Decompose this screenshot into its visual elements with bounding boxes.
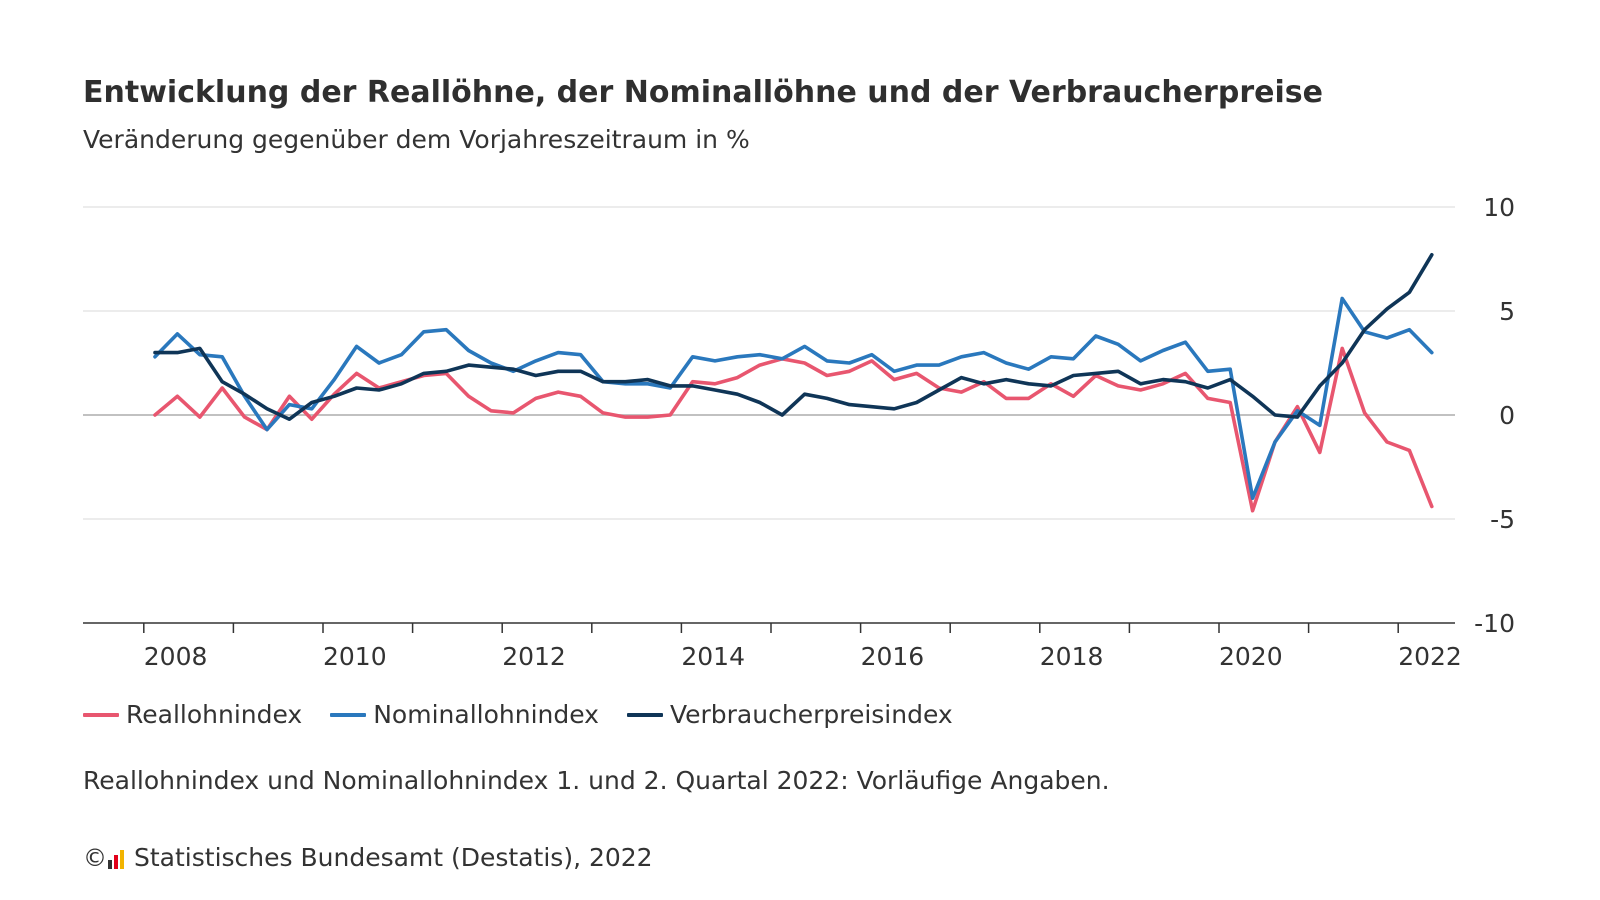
y-tick-label: 0 <box>1499 401 1515 430</box>
x-axis: 2008 2010 2012 2014 2016 2018 2020 2022 <box>83 622 1462 671</box>
x-tick-label: 2022 <box>1398 642 1462 671</box>
legend-label: Nominallohnindex <box>373 700 599 729</box>
series-line-reallohnindex <box>153 346 1434 513</box>
legend-item-verbraucherpreisindex[interactable]: Verbraucherpreisindex <box>626 700 953 729</box>
legend-swatch-reallohnindex <box>83 712 119 717</box>
gridlines <box>83 206 1455 520</box>
y-tick-label: 5 <box>1499 297 1515 326</box>
x-tick-label: 2018 <box>1040 642 1104 671</box>
source-line: © Statistisches Bundesamt (Destatis), 20… <box>83 843 653 872</box>
footnote: Reallohnindex und Nominallohnindex 1. un… <box>83 766 1110 795</box>
chart-subtitle: Veränderung gegenüber dem Vorjahreszeitr… <box>83 125 750 154</box>
series-lines <box>153 253 1434 513</box>
y-tick-label: -5 <box>1490 505 1515 534</box>
series-line-verbraucherpreisindex <box>153 253 1434 422</box>
legend-item-nominallohnindex[interactable]: Nominallohnindex <box>330 700 599 729</box>
x-tick-label: 2010 <box>323 642 387 671</box>
y-tick-label: 10 <box>1483 193 1515 222</box>
legend-swatch-nominallohnindex <box>330 712 367 717</box>
y-axis-labels: 10 5 0 -5 -10 <box>1474 193 1515 638</box>
legend-item-reallohnindex[interactable]: Reallohnindex <box>83 700 302 729</box>
source-text: Statistisches Bundesamt (Destatis), 2022 <box>134 843 653 872</box>
legend-swatch-verbraucherpreisindex <box>626 712 663 717</box>
chart-title: Entwicklung der Reallöhne, der Nominallö… <box>83 75 1323 110</box>
legend: Reallohnindex Nominallohnindex Verbrauch… <box>83 700 981 729</box>
x-tick-label: 2016 <box>861 642 925 671</box>
legend-label: Verbraucherpreisindex <box>669 700 953 729</box>
x-tick-label: 2020 <box>1219 642 1283 671</box>
x-tick-label: 2012 <box>502 642 566 671</box>
copyright-icon: © <box>83 843 107 872</box>
series-line-nominallohnindex <box>153 296 1434 501</box>
legend-label: Reallohnindex <box>126 700 303 729</box>
destatis-logo-icon <box>108 847 126 869</box>
x-tick-label: 2008 <box>144 642 208 671</box>
y-tick-label: -10 <box>1474 609 1515 638</box>
x-tick-label: 2014 <box>681 642 745 671</box>
